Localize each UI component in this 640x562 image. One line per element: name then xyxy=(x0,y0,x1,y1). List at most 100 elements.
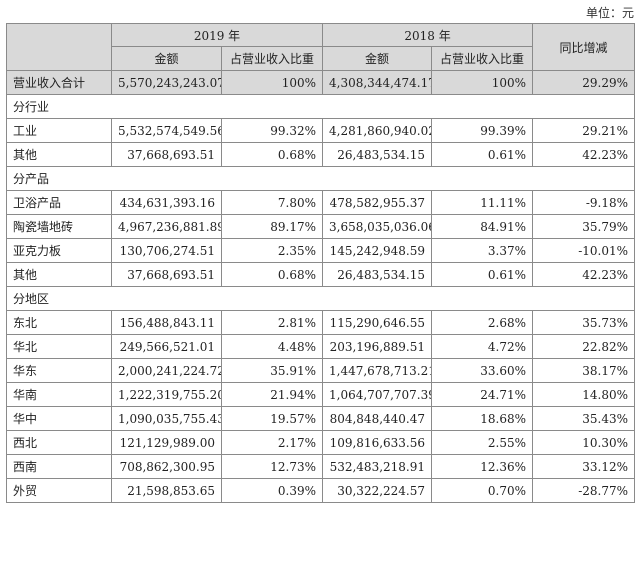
row-label: 西北 xyxy=(6,430,112,455)
cell-yoy: 35.43% xyxy=(532,406,636,431)
cell-amount-2018: 478,582,955.37 xyxy=(322,190,433,215)
cell-ratio-2019: 21.94% xyxy=(220,382,324,407)
row-label: 华南 xyxy=(6,382,112,407)
cell-ratio-2018: 0.70% xyxy=(431,478,534,503)
table-row: 西南 708,862,300.95 12.73% 532,483,218.91 12.3… xyxy=(6,454,636,479)
cell-amount-2018: 3,658,035,036.06 xyxy=(322,214,433,239)
total-ratio-2018: 100% xyxy=(431,70,534,95)
cell-amount-2018: 4,281,860,940.02 xyxy=(322,118,433,143)
cell-amount-2019: 37,668,693.51 xyxy=(111,142,222,167)
cell-yoy: -28.77% xyxy=(532,478,636,503)
cell-yoy: 22.82% xyxy=(532,334,636,359)
table-row: 卫浴产品 434,631,393.16 7.80% 478,582,955.37 11.… xyxy=(6,190,636,215)
cell-yoy: 35.73% xyxy=(532,310,636,335)
header-blank-cell xyxy=(6,23,112,71)
cell-amount-2018: 26,483,534.15 xyxy=(322,262,433,287)
cell-amount-2019: 1,222,319,755.20 xyxy=(111,382,222,407)
table-row: 外贸 21,598,853.65 0.39% 30,322,224.57 0.70% -2… xyxy=(6,478,636,503)
row-label: 华中 xyxy=(6,406,112,431)
row-label: 亚克力板 xyxy=(6,238,112,263)
total-amount-2018: 4,308,344,474.17 xyxy=(322,70,433,95)
cell-ratio-2019: 0.68% xyxy=(220,142,324,167)
section-title: 分地区 xyxy=(5,286,636,311)
cell-ratio-2018: 11.11% xyxy=(431,190,534,215)
cell-ratio-2018: 99.39% xyxy=(431,118,534,143)
cell-ratio-2018: 0.61% xyxy=(431,262,534,287)
header-amount-2018: 金额 xyxy=(322,46,433,71)
section-header-row: 分行业 xyxy=(5,94,636,119)
cell-amount-2018: 1,447,678,713.21 xyxy=(322,358,433,383)
cell-amount-2018: 1,064,707,707.39 xyxy=(322,382,433,407)
cell-amount-2019: 249,566,521.01 xyxy=(111,334,222,359)
cell-ratio-2018: 3.37% xyxy=(431,238,534,263)
table-row: 其他 37,668,693.51 0.68% 26,483,534.15 0.61% 42… xyxy=(6,262,636,287)
cell-amount-2018: 109,816,633.56 xyxy=(322,430,433,455)
header-amount-2019: 金额 xyxy=(111,46,222,71)
table-row: 西北 121,129,989.00 2.17% 109,816,633.56 2.55%… xyxy=(6,430,636,455)
row-label: 西南 xyxy=(6,454,112,479)
table-row: 华东 2,000,241,224.72 35.91% 1,447,678,713.21… xyxy=(6,358,636,383)
cell-amount-2018: 804,848,440.47 xyxy=(322,406,433,431)
cell-yoy: 42.23% xyxy=(532,142,636,167)
row-label: 卫浴产品 xyxy=(6,190,112,215)
cell-ratio-2019: 0.68% xyxy=(220,262,324,287)
total-yoy: 29.29% xyxy=(532,70,636,95)
cell-amount-2019: 130,706,274.51 xyxy=(111,238,222,263)
cell-ratio-2019: 99.32% xyxy=(220,118,324,143)
header-row-years: 2019 年 2018 年 同比增减 xyxy=(6,23,636,71)
cell-ratio-2019: 89.17% xyxy=(220,214,324,239)
cell-ratio-2019: 2.35% xyxy=(220,238,324,263)
cell-yoy: 29.21% xyxy=(532,118,636,143)
section-header-row: 分产品 xyxy=(5,166,636,191)
cell-ratio-2019: 19.57% xyxy=(220,406,324,431)
table-row: 华中 1,090,035,755.43 19.57% 804,848,440.47 18… xyxy=(6,406,636,431)
cell-amount-2019: 708,862,300.95 xyxy=(111,454,222,479)
cell-yoy: -10.01% xyxy=(532,238,636,263)
row-label: 华东 xyxy=(6,358,112,383)
table-row: 华南 1,222,319,755.20 21.94% 1,064,707,707.39… xyxy=(6,382,636,407)
cell-ratio-2019: 7.80% xyxy=(220,190,324,215)
header-2019: 2019 年 xyxy=(110,23,324,47)
cell-amount-2018: 145,242,948.59 xyxy=(322,238,433,263)
cell-yoy: 33.12% xyxy=(532,454,636,479)
cell-amount-2019: 37,668,693.51 xyxy=(111,262,222,287)
cell-amount-2019: 21,598,853.65 xyxy=(111,478,222,503)
row-label: 东北 xyxy=(6,310,112,335)
cell-ratio-2018: 2.68% xyxy=(431,310,534,335)
cell-amount-2019: 1,090,035,755.43 xyxy=(111,406,222,431)
section-header-row: 分地区 xyxy=(5,286,636,311)
row-label: 其他 xyxy=(6,142,112,167)
table-row: 工业 5,532,574,549.56 99.32% 4,281,860,940.02… xyxy=(6,118,636,143)
cell-amount-2018: 532,483,218.91 xyxy=(322,454,433,479)
total-ratio-2019: 100% xyxy=(220,70,324,95)
total-row: 营业收入合计 5,570,243,243.07 100% 4,308,344,4… xyxy=(6,70,636,95)
cell-yoy: 42.23% xyxy=(532,262,636,287)
row-label: 陶瓷墙地砖 xyxy=(6,214,112,239)
table-row: 东北 156,488,843.11 2.81% 115,290,646.55 2.68%… xyxy=(6,310,636,335)
cell-amount-2019: 4,967,236,881.89 xyxy=(111,214,222,239)
cell-ratio-2019: 2.17% xyxy=(220,430,324,455)
cell-amount-2019: 156,488,843.11 xyxy=(111,310,222,335)
cell-amount-2019: 5,532,574,549.56 xyxy=(111,118,222,143)
cell-ratio-2018: 84.91% xyxy=(431,214,534,239)
cell-amount-2018: 203,196,889.51 xyxy=(322,334,433,359)
cell-ratio-2019: 0.39% xyxy=(220,478,324,503)
cell-ratio-2019: 2.81% xyxy=(220,310,324,335)
table-row: 其他 37,668,693.51 0.68% 26,483,534.15 0.61% 42… xyxy=(6,142,636,167)
cell-amount-2019: 121,129,989.00 xyxy=(111,430,222,455)
row-label: 外贸 xyxy=(6,478,112,503)
table-row: 陶瓷墙地砖 4,967,236,881.89 89.17% 3,658,035,036… xyxy=(6,214,636,239)
cell-yoy: 38.17% xyxy=(532,358,636,383)
cell-ratio-2018: 24.71% xyxy=(431,382,534,407)
cell-amount-2018: 30,322,224.57 xyxy=(322,478,433,503)
total-label: 营业收入合计 xyxy=(6,70,112,95)
table-row: 亚克力板 130,706,274.51 2.35% 145,242,948.59 3.3… xyxy=(6,238,636,263)
section-title: 分产品 xyxy=(5,166,636,191)
row-label: 工业 xyxy=(6,118,112,143)
header-ratio-2019: 占营业收入比重 xyxy=(220,46,324,71)
cell-amount-2018: 115,290,646.55 xyxy=(322,310,433,335)
revenue-table: 2019 年 2018 年 同比增减 金额 占营业收入比重 金额 占营业收入比重… xyxy=(5,23,636,503)
cell-ratio-2018: 18.68% xyxy=(431,406,534,431)
cell-yoy: 35.79% xyxy=(532,214,636,239)
